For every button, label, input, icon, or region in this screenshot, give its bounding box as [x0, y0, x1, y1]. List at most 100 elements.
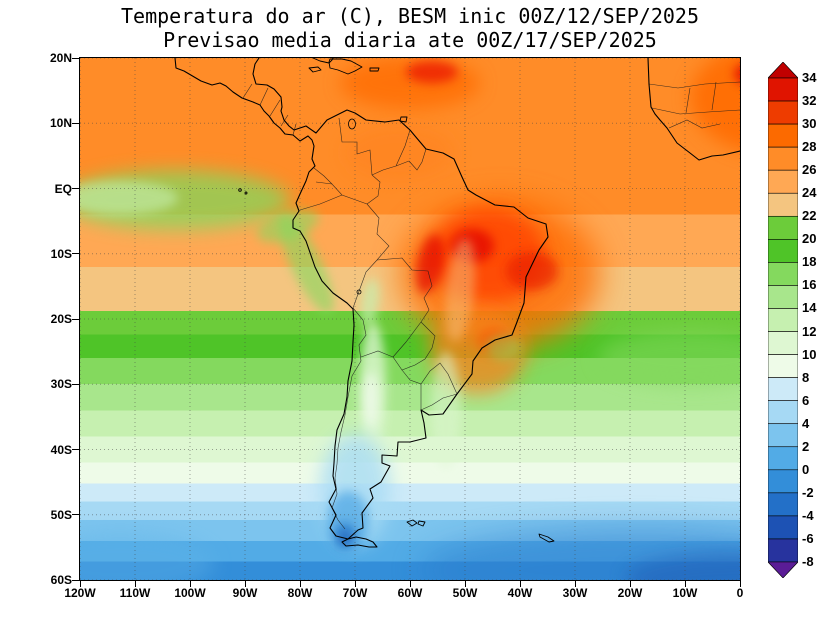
- falkland-islands-coastline: [406, 519, 426, 527]
- lat-tick-mark: [72, 514, 79, 516]
- colorbar-box: [767, 262, 799, 286]
- lon-tick-mark: [739, 581, 741, 587]
- colorbar-box: [767, 492, 799, 517]
- lon-tick-mark: [409, 581, 411, 587]
- lat-tick-label-30S: 30S: [50, 377, 72, 392]
- colorbar-box: [767, 285, 799, 309]
- colorbar-label-32: 32: [802, 93, 817, 109]
- colorbar-box: [767, 331, 799, 355]
- lon-tick-label-30W: 30W: [562, 586, 588, 600]
- lon-tick-mark: [244, 581, 246, 587]
- lon-tick-mark: [684, 581, 686, 587]
- lon-tick-label-100W: 100W: [174, 586, 206, 600]
- colorbar-label--2: -2: [802, 484, 814, 500]
- colorbar-box: [767, 400, 799, 425]
- lat-tick-label-50S: 50S: [50, 507, 72, 522]
- colorbar-label-16: 16: [802, 277, 817, 293]
- colorbar-box: [767, 446, 799, 471]
- lon-tick-mark: [574, 581, 576, 587]
- colorbar-label--8: -8: [802, 554, 814, 569]
- lon-tick-mark: [354, 581, 356, 587]
- lat-tick-label-20S: 20S: [50, 312, 72, 326]
- galapagos-island: [238, 188, 242, 192]
- map-plot-area: [79, 57, 741, 581]
- colorbar-box: [767, 469, 799, 494]
- colorbar-box: [767, 100, 799, 125]
- colorbar-box: [767, 192, 799, 217]
- tierra-del-fuego-coastline: [341, 536, 378, 548]
- colorbar-arrow-up: [767, 61, 799, 79]
- lat-tick-label-10S: 10S: [50, 246, 72, 261]
- lon-tick-label-20W: 20W: [617, 586, 643, 600]
- graticule: [80, 58, 740, 580]
- lat-tick-mark: [72, 579, 79, 581]
- coastlines: [174, 58, 740, 548]
- africa-coastline: [647, 58, 740, 161]
- lon-tick-label-50W: 50W: [452, 586, 478, 600]
- colorbar-box: [767, 308, 799, 332]
- lon-tick-mark: [189, 581, 191, 587]
- colorbar-label-6: 6: [802, 392, 810, 408]
- temperature-field-map: [80, 58, 740, 580]
- country-borders: [242, 81, 740, 530]
- lat-tick-mark: [72, 188, 79, 189]
- lat-tick-mark: [72, 253, 79, 255]
- lat-tick-label-EQ: EQ: [54, 181, 72, 196]
- colorbar-label-18: 18: [802, 254, 817, 270]
- colorbar-box: [767, 377, 799, 401]
- lon-tick-mark: [519, 581, 521, 587]
- colorbar-arrow-down: [767, 561, 799, 579]
- colorbar-label-8: 8: [802, 369, 810, 385]
- lon-tick-label-60W: 60W: [397, 586, 423, 600]
- colorbar-box: [767, 169, 799, 194]
- jamaica-coastline: [308, 66, 322, 73]
- colorbar-label-14: 14: [802, 300, 817, 316]
- trinidad-coastline: [399, 116, 408, 123]
- colorbar-label--6: -6: [802, 530, 814, 546]
- americas-coastline: [174, 58, 549, 540]
- colorbar-box: [767, 146, 799, 171]
- lon-tick-label-90W: 90W: [232, 586, 258, 600]
- lat-tick-label-40S: 40S: [50, 442, 72, 457]
- chart-title-line1: Temperatura do ar (C), BESM inic 00Z/12/…: [121, 4, 699, 28]
- lon-tick-mark: [79, 581, 81, 587]
- lake-maracaibo: [348, 118, 356, 130]
- colorbar-label-34: 34: [802, 70, 817, 85]
- colorbar-box: [767, 215, 799, 240]
- lat-tick-mark: [72, 383, 79, 385]
- colorbar-label-30: 30: [802, 116, 817, 132]
- lon-tick-mark: [299, 581, 301, 587]
- colorbar-box: [767, 239, 799, 263]
- colorbar-label-26: 26: [802, 162, 817, 178]
- lon-tick-label-40W: 40W: [507, 586, 533, 600]
- hispaniola-coastline: [328, 58, 363, 75]
- colorbar-scale: [767, 61, 799, 579]
- lat-tick-label-20N: 20N: [49, 51, 72, 65]
- colorbar-label-24: 24: [802, 185, 817, 201]
- colorbar: [767, 61, 799, 579]
- colorbar-box: [767, 123, 799, 148]
- galapagos-island: [244, 191, 248, 195]
- lat-tick-mark: [72, 122, 79, 124]
- colorbar-box: [767, 423, 799, 448]
- colorbar-label-12: 12: [802, 323, 817, 339]
- lat-tick-mark: [72, 318, 79, 320]
- chart-title-block: Temperatura do ar (C), BESM inic 00Z/12/…: [80, 4, 740, 52]
- colorbar-label-0: 0: [802, 461, 810, 477]
- lake-titicaca: [356, 289, 362, 295]
- puerto-rico-coastline: [369, 67, 380, 72]
- colorbar-box: [767, 515, 799, 540]
- colorbar-label-2: 2: [802, 438, 810, 454]
- colorbar-label-28: 28: [802, 139, 817, 155]
- lon-tick-label-110W: 110W: [119, 586, 151, 600]
- south-georgia-coastline: [538, 533, 555, 543]
- colorbar-box: [767, 354, 799, 378]
- colorbar-label-10: 10: [802, 346, 817, 362]
- lon-tick-label-70W: 70W: [342, 586, 368, 600]
- lat-tick-mark: [72, 57, 79, 59]
- lon-tick-label-0: 0: [736, 586, 744, 600]
- chart-title-line2: Previsao media diaria ate 00Z/17/SEP/202…: [163, 28, 657, 52]
- lon-tick-label-120W: 120W: [64, 586, 96, 600]
- colorbar-label-4: 4: [802, 415, 810, 431]
